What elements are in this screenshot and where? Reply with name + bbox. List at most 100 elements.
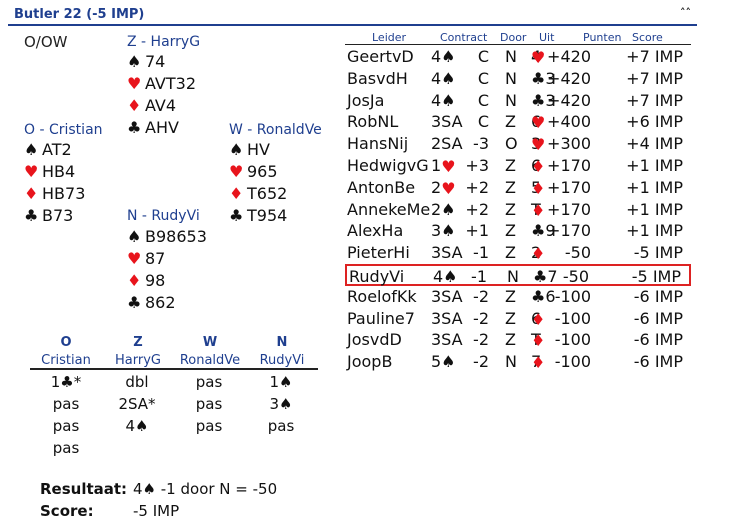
hand-west-diamonds: ♦ HB73 <box>24 184 86 203</box>
cell-contract: 3SA <box>431 308 463 328</box>
heart-icon: ♥ <box>229 162 244 181</box>
cell-punten: +170 <box>547 156 591 175</box>
hand-label-north: Z - HarryG <box>127 34 201 50</box>
col-header-leider: Leider <box>372 31 407 44</box>
cell-uit: ♦ T <box>531 330 546 351</box>
hand-south-clubs: ♣ 862 <box>127 293 176 312</box>
cell-leider: Pauline7 <box>347 308 415 328</box>
heart-icon: ♥ <box>127 249 142 268</box>
cell-contract: 3SA <box>431 286 463 306</box>
cell-punten: -50 <box>562 267 589 286</box>
hand-label-west: O - Cristian <box>24 122 103 138</box>
cell-leider: JosJa <box>347 90 385 110</box>
cell-punten: +170 <box>547 221 591 241</box>
spade-icon: ♠ <box>127 52 142 71</box>
board-title: Butler 22 (-5 IMP) <box>14 7 145 22</box>
cell-door: Z <box>505 221 516 241</box>
score-value: -5 IMP <box>133 502 180 520</box>
cell-leider: AnnekeMe <box>347 199 431 219</box>
cell-score: +1 IMP <box>626 199 683 219</box>
cell-punten: -100 <box>554 330 591 350</box>
bid-cell: dbl <box>125 373 149 391</box>
cell-door: Z <box>505 243 516 263</box>
club-icon: ♣ <box>127 118 142 137</box>
cell-leider: HedwigvG <box>347 156 429 175</box>
table-row[interactable]: JoopB 5♠ -2 N ♦ 7 -100 -6 IMP <box>345 351 691 373</box>
bid-cell: 1♠ <box>269 373 293 391</box>
bidding-divider <box>30 368 318 370</box>
cell-score: -5 IMP <box>633 243 683 263</box>
table-row[interactable]: RobNL 3SA C Z ♥ 6 +400 +6 IMP <box>345 111 691 133</box>
cell-door: N <box>505 90 517 110</box>
cell-contract: 5♠ <box>431 352 456 372</box>
bidding-header-o: O Cristian <box>41 335 91 368</box>
cell-punten: +170 <box>547 199 591 219</box>
result-label: Resultaat: <box>40 480 128 498</box>
table-row[interactable]: JosJa 4♠ C N ♣3 +420 +7 IMP <box>345 90 691 112</box>
bid-cell: 1♣* <box>50 373 82 391</box>
table-row[interactable]: AlexHa 3♠ +1 Z ♣9 +170 +1 IMP <box>345 220 691 242</box>
bid-cell: 4♠ <box>125 417 149 435</box>
cell-leider: JoopB <box>347 352 393 372</box>
cell-uit: ♦ 7 <box>531 352 546 373</box>
hand-west-hearts: ♥ HB4 <box>24 162 76 181</box>
cell-leider: PieterHi <box>347 243 410 263</box>
cell-leider: BasvdH <box>347 68 408 88</box>
cell-score: -6 IMP <box>633 330 683 350</box>
table-row[interactable]: PieterHi 3SA -1 Z ♦ 2 -50 -5 IMP <box>345 242 691 264</box>
table-row-highlighted[interactable]: RudyVi 4♠ -1 N ♣7 -50 -5 IMP <box>345 264 691 286</box>
table-row[interactable]: BasvdH 4♠ C N ♣3 +420 +7 IMP <box>345 68 691 90</box>
table-row[interactable]: RoelofKk 3SA -2 Z ♣6 -100 -6 IMP <box>345 286 691 308</box>
hand-west-spades: ♠ AT2 <box>24 140 72 159</box>
cell-contract: 4♠ <box>433 267 458 286</box>
cell-result: -2 <box>473 286 489 306</box>
cell-uit: ♣6 <box>531 286 556 306</box>
cell-punten: +300 <box>547 134 591 154</box>
hand-east-hearts: ♥ 965 <box>229 162 278 181</box>
diamond-icon: ♦ <box>229 184 244 203</box>
cell-punten: -100 <box>554 308 591 328</box>
cell-contract: 4♠ <box>431 90 456 110</box>
bid-cell: pas <box>267 417 295 435</box>
table-row[interactable]: JosvdD 3SA -2 Z ♦ T -100 -6 IMP <box>345 329 691 351</box>
col-header-door: Door <box>500 31 527 44</box>
col-header-score: Score <box>632 31 663 44</box>
hand-east-spades: ♠ HV <box>229 140 270 159</box>
cell-result: +1 <box>465 221 489 241</box>
cell-score: +7 IMP <box>626 47 683 66</box>
table-row[interactable]: AntonBe 2 ♥ +2 Z ♦ 5 +170 +1 IMP <box>345 177 691 199</box>
cell-punten: +420 <box>547 68 591 88</box>
spade-icon: ♠ <box>24 140 39 159</box>
cell-result: -2 <box>473 308 489 328</box>
table-row[interactable]: AnnekeMe 2♠ +2 Z ♦ T +170 +1 IMP <box>345 199 691 221</box>
heart-icon: ♥ <box>127 74 142 93</box>
bid-cell: pas <box>52 439 80 457</box>
table-row[interactable]: HansNij 2SA -3 O ♥ 3 +300 +4 IMP <box>345 133 691 155</box>
table-row[interactable]: Pauline7 3SA -2 Z ♦ 6 -100 -6 IMP <box>345 308 691 330</box>
cell-punten: -100 <box>554 352 591 372</box>
heart-icon: ♥ <box>24 162 39 181</box>
cell-contract: 3♠ <box>431 221 456 241</box>
cell-score: +7 IMP <box>626 90 683 110</box>
cell-door: Z <box>505 330 516 350</box>
chevron-up-icon[interactable]: ˄˄ <box>680 6 691 19</box>
cell-score: +7 IMP <box>626 68 683 88</box>
club-icon: ♣ <box>127 293 142 312</box>
hand-west-clubs: ♣ B73 <box>24 206 74 225</box>
cell-contract: 2 ♥ <box>431 177 456 198</box>
hand-label-east: W - RonaldVe <box>229 122 322 138</box>
bid-cell: pas <box>52 395 80 413</box>
cell-punten: +400 <box>547 112 591 132</box>
board-header: Butler 22 (-5 IMP) ˄˄ <box>8 4 697 26</box>
cell-leider: GeertvD <box>347 47 414 66</box>
bidding-header-z: Z HarryG <box>115 335 161 368</box>
diamond-icon: ♦ <box>127 96 142 115</box>
cell-door: Z <box>505 112 516 132</box>
cell-door: O <box>505 134 518 154</box>
club-icon: ♣ <box>229 206 244 225</box>
table-row[interactable]: GeertvD 4♠ C N ♥ 4 +420 +7 IMP <box>345 46 691 68</box>
cell-score: -6 IMP <box>633 308 683 328</box>
table-row[interactable]: HedwigvG 1 ♥ +3 Z ♦ 6 +170 +1 IMP <box>345 155 691 177</box>
col-header-contract: Contract <box>440 31 488 44</box>
hand-south-hearts: ♥ 87 <box>127 249 166 268</box>
